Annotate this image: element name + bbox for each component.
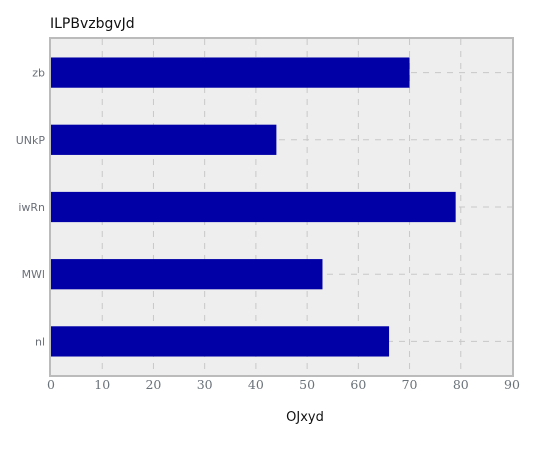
bar-MWl — [51, 259, 323, 290]
x-tick-label: 50 — [299, 377, 315, 392]
y-tick-label: nl — [35, 335, 45, 348]
x-axis-ticks: 0 10 20 30 40 50 60 70 80 90 — [47, 377, 520, 392]
chart-title: ILPBvzbgvJd — [50, 16, 135, 32]
y-tick-label: zb — [32, 67, 45, 80]
bar-nl — [51, 326, 390, 357]
bar-zb — [51, 57, 410, 88]
y-tick-label: MWl — [22, 268, 45, 281]
y-axis-ticks: zb UNkP iwRn MWl nl — [16, 67, 46, 349]
x-tick-label: 30 — [197, 377, 213, 392]
bar-UNkP — [51, 124, 277, 155]
x-tick-label: 60 — [350, 377, 366, 392]
y-tick-label: iwRn — [18, 201, 45, 214]
x-tick-label: 90 — [504, 377, 520, 392]
y-tick-label: UNkP — [16, 134, 46, 147]
x-axis-label: OJxyd — [286, 410, 324, 425]
x-tick-label: 70 — [402, 377, 418, 392]
x-tick-label: 0 — [47, 377, 55, 392]
x-tick-label: 20 — [145, 377, 161, 392]
bar-iwRn — [51, 191, 456, 223]
x-tick-label: 80 — [453, 377, 469, 392]
x-tick-label: 10 — [94, 377, 110, 392]
bars — [51, 57, 456, 357]
x-tick-label: 40 — [248, 377, 264, 392]
